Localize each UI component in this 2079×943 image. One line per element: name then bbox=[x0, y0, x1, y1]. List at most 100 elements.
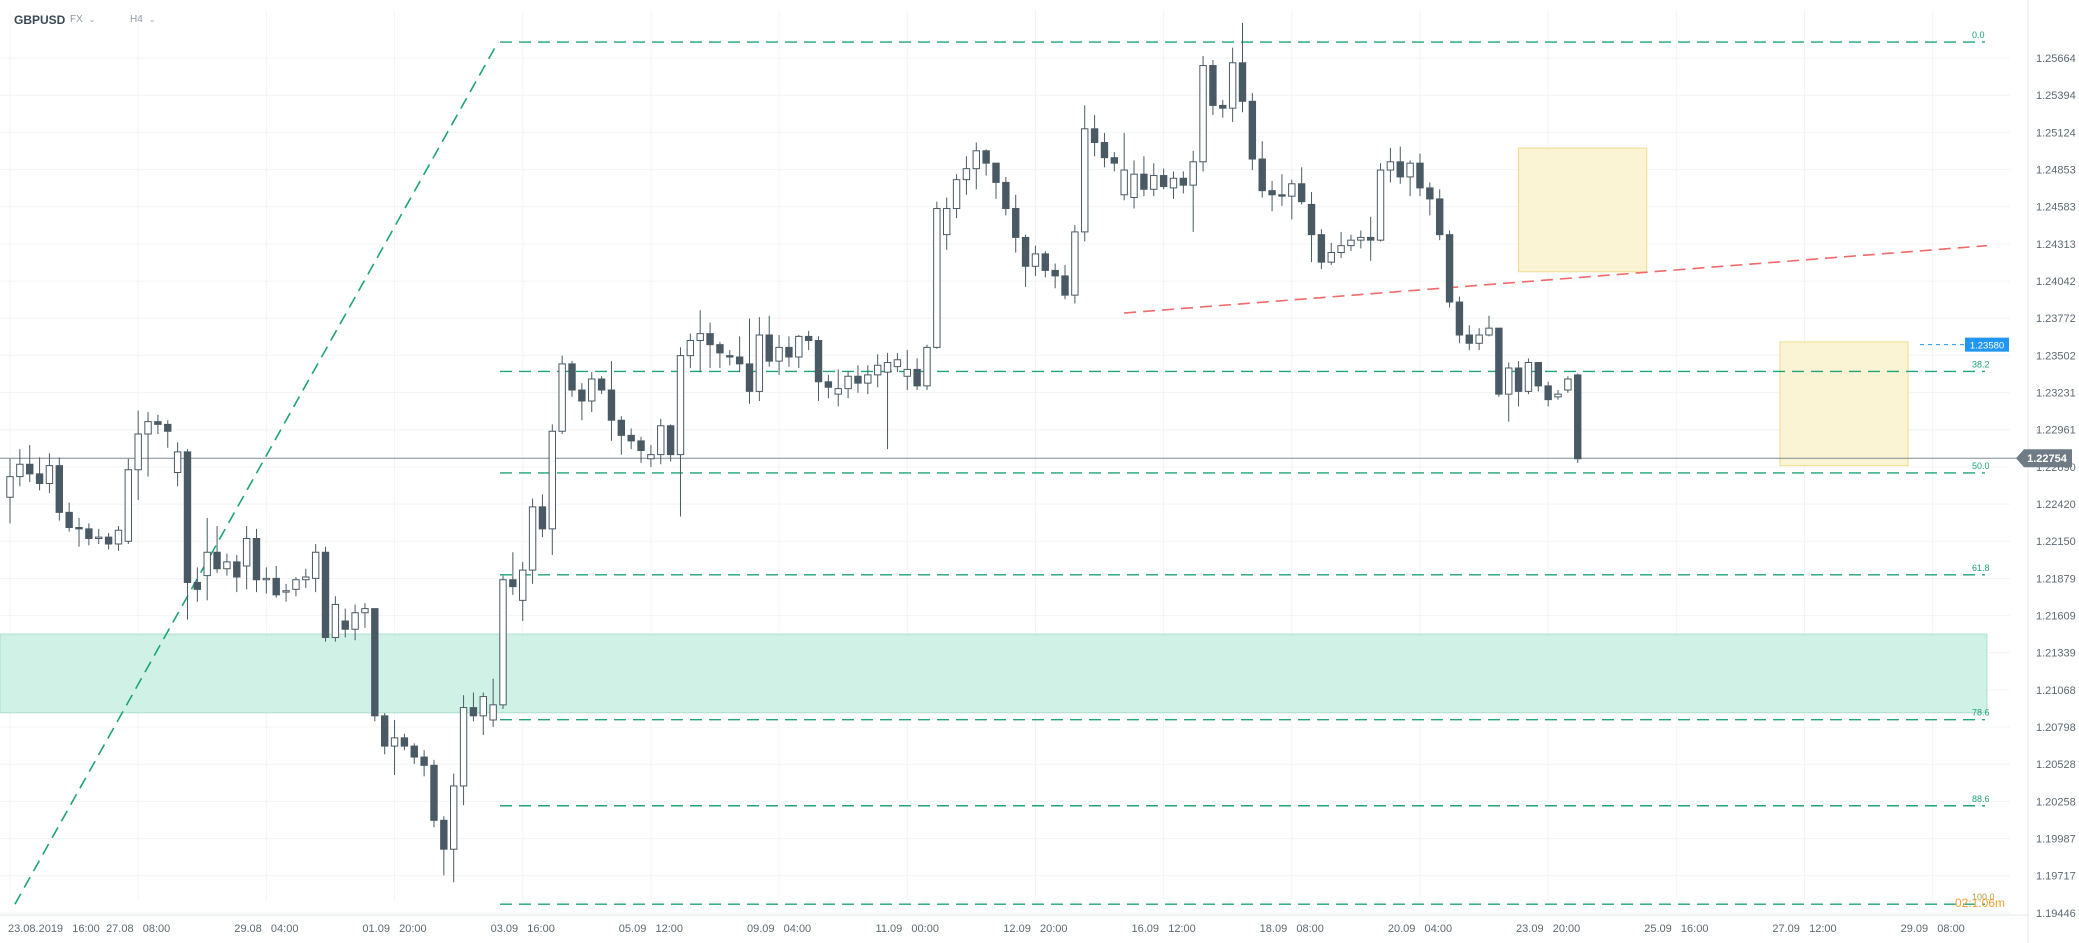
candle-bear bbox=[1140, 173, 1148, 190]
candle-bull bbox=[302, 576, 310, 581]
candle-bull bbox=[450, 785, 458, 850]
candle-bull bbox=[588, 378, 596, 402]
countdown-timer: 02:1:06m bbox=[1955, 896, 2005, 910]
candle-bear bbox=[538, 506, 547, 530]
time-tick-label: 16.09 12:00 bbox=[1132, 923, 1196, 935]
candle-bear bbox=[854, 375, 862, 384]
candle-bull bbox=[972, 150, 980, 170]
price-tick-label: 1.23502 bbox=[2036, 350, 2076, 362]
candle-bear bbox=[1110, 157, 1119, 164]
candle-bull bbox=[95, 536, 103, 539]
time-tick-label: 01.09 20:00 bbox=[362, 923, 426, 935]
candle-bear bbox=[1159, 175, 1168, 188]
candle-bull bbox=[45, 465, 54, 484]
support-zone bbox=[0, 633, 1988, 714]
price-axis[interactable]: 1.25664 1.25394 1.25124 1.24853 1.24583 1.243… bbox=[1965, 0, 2076, 943]
price-tick-label: 1.21339 bbox=[2036, 648, 2076, 660]
candle-bear bbox=[1317, 234, 1326, 263]
candle-bull bbox=[144, 421, 152, 435]
time-tick-label: 25.09 16:00 bbox=[1644, 923, 1708, 935]
candle-bear bbox=[321, 551, 330, 638]
price-tick-label: 1.22420 bbox=[2036, 499, 2076, 511]
candle-bull bbox=[223, 561, 231, 570]
candle-bull bbox=[1228, 62, 1237, 109]
price-tick-label: 1.24583 bbox=[2036, 202, 2076, 214]
alert-price-label: 1.23580 bbox=[1970, 341, 2004, 352]
symbol-label[interactable]: GBPUSD bbox=[14, 13, 66, 27]
candle-bull bbox=[1288, 183, 1296, 197]
fib-level-label: 50.0 bbox=[1972, 461, 1990, 471]
market-selector[interactable]: FX ⌄ bbox=[70, 14, 95, 25]
candle-bull bbox=[1386, 161, 1395, 171]
candle-bull bbox=[903, 368, 911, 377]
price-tick-label: 1.20798 bbox=[2036, 722, 2076, 734]
candle-bear bbox=[568, 363, 576, 391]
price-tick-label: 1.23772 bbox=[2036, 313, 2076, 325]
candle-bear bbox=[1445, 234, 1454, 303]
price-tick-label: 1.21879 bbox=[2036, 574, 2076, 586]
candle-bear bbox=[104, 536, 113, 545]
candle-bull bbox=[124, 469, 133, 542]
candle-bear bbox=[1021, 236, 1030, 267]
fib-level-label: 0.0 bbox=[1972, 30, 1985, 40]
candle-bull bbox=[696, 333, 704, 342]
candle-bear bbox=[341, 620, 349, 630]
candle-bull bbox=[1524, 362, 1533, 392]
chevron-down-icon: ⌄ bbox=[88, 15, 96, 24]
candle-bear bbox=[765, 334, 773, 362]
candle-bear bbox=[1534, 362, 1542, 387]
candle-bear bbox=[666, 425, 675, 456]
candle-bull bbox=[1376, 169, 1385, 241]
candle-bull bbox=[282, 590, 290, 593]
candle-bear bbox=[745, 363, 754, 392]
timeframe-label: H4 bbox=[130, 14, 143, 25]
candle-bear bbox=[85, 528, 93, 539]
candle-bear bbox=[164, 423, 172, 432]
candles-layer bbox=[6, 22, 1582, 883]
candle-bear bbox=[509, 579, 517, 588]
price-tick-label: 1.20528 bbox=[2036, 759, 2076, 771]
candle-bear bbox=[1514, 367, 1523, 392]
candle-bull bbox=[1347, 239, 1355, 247]
candle-bull bbox=[1199, 65, 1207, 163]
fib-level-label: 88.6 bbox=[1972, 794, 1990, 804]
time-tick-label: 18.09 08:00 bbox=[1260, 923, 1324, 935]
candle-bear bbox=[1366, 236, 1375, 241]
candle-bull bbox=[134, 433, 142, 471]
candle-bull bbox=[519, 569, 527, 601]
candle-bear bbox=[1061, 275, 1069, 296]
candle-bear bbox=[420, 756, 428, 766]
timeframe-selector[interactable]: H4 ⌄ bbox=[130, 14, 156, 25]
candle-bull bbox=[775, 346, 783, 362]
candle-bear bbox=[814, 340, 823, 383]
candle-bear bbox=[1268, 190, 1276, 196]
grid-lines bbox=[0, 10, 2010, 914]
candle-bull bbox=[528, 506, 537, 571]
trend-line bbox=[1124, 244, 1987, 314]
candle-bull bbox=[479, 696, 487, 717]
candle-bear bbox=[440, 819, 448, 850]
candle-bull bbox=[242, 537, 251, 567]
candle-bear bbox=[824, 381, 833, 388]
candle-bull bbox=[755, 334, 764, 392]
candle-bull bbox=[114, 529, 123, 545]
candle-bear bbox=[992, 162, 1000, 183]
candle-bear bbox=[735, 356, 744, 365]
candle-bull bbox=[1031, 253, 1040, 267]
market-label: FX bbox=[70, 14, 83, 25]
price-tick-label: 1.24853 bbox=[2036, 165, 2076, 177]
time-axis[interactable]: 23.08.2019 16:00 27.08 08:00 29.08 04:00 01… bbox=[0, 914, 2028, 935]
candle-bull bbox=[489, 704, 497, 721]
candle-bull bbox=[844, 375, 852, 390]
alert-price-tag bbox=[1965, 337, 2009, 352]
candle-bear bbox=[578, 389, 586, 402]
price-tick-label: 1.19717 bbox=[2036, 871, 2076, 883]
price-tick-label: 1.21609 bbox=[2036, 611, 2076, 623]
candle-bull bbox=[173, 451, 182, 473]
candle-bear bbox=[371, 608, 379, 717]
candle-bull bbox=[1475, 334, 1483, 344]
chart-header: GBPUSD FX ⌄ H4 ⌄ bbox=[0, 0, 2000, 40]
candle-bull bbox=[292, 579, 300, 590]
candle-bull bbox=[459, 707, 468, 787]
